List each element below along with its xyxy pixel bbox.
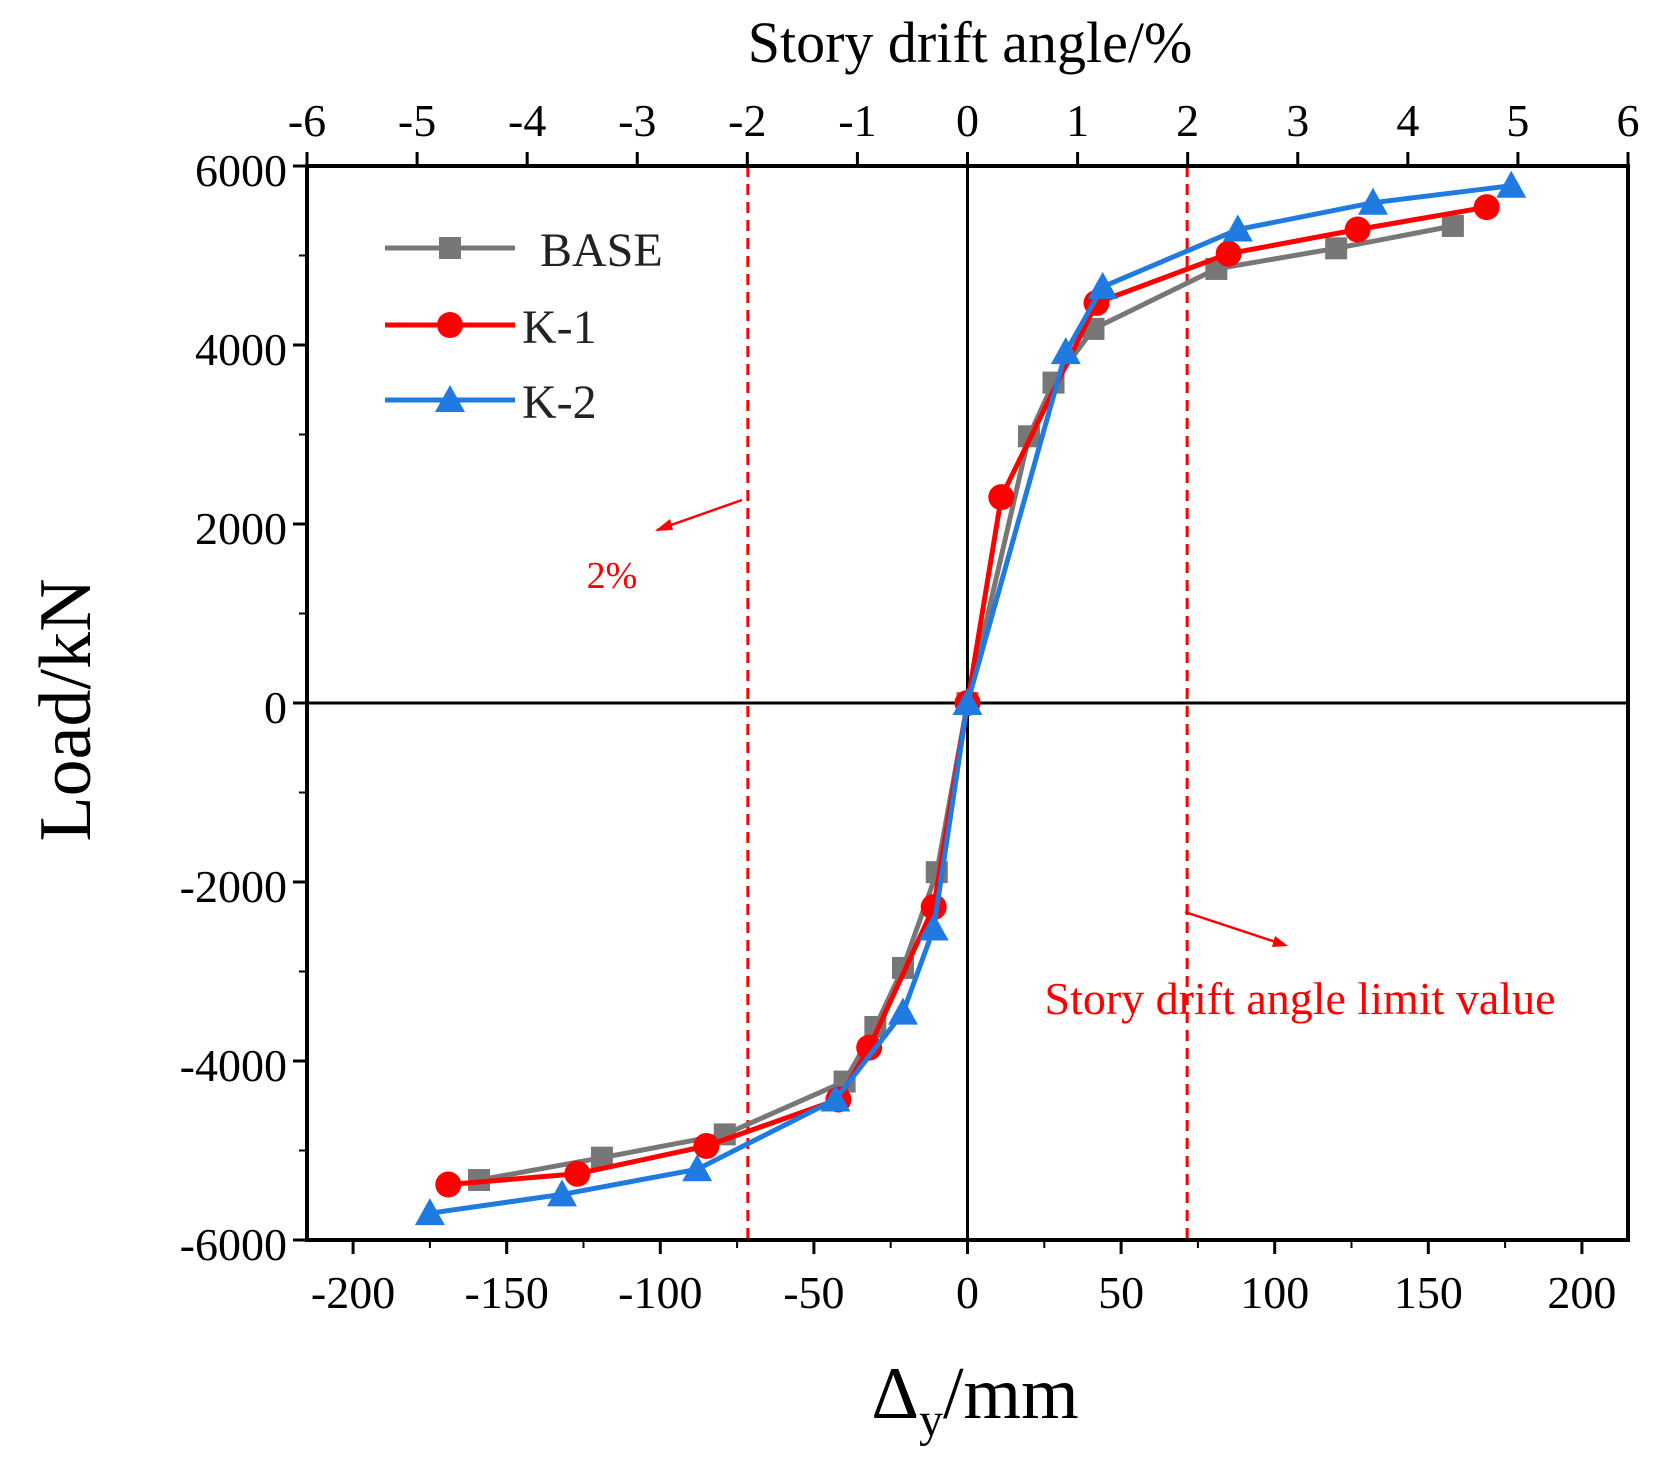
data-point	[988, 484, 1015, 511]
x-tick-label: 100	[1240, 1267, 1309, 1318]
data-point	[435, 1171, 462, 1198]
data-point	[1358, 187, 1389, 215]
series-k2	[414, 170, 1527, 1226]
top-tick-label: 4	[1396, 95, 1419, 146]
top-tick-label: -3	[618, 95, 656, 146]
annotation-2-percent-arrowhead	[655, 519, 673, 531]
top-tick-label: 3	[1286, 95, 1309, 146]
annotation-limit-arrow	[1184, 910, 1286, 947]
x-tick-label: 0	[956, 1267, 979, 1318]
top-tick-label: 5	[1506, 95, 1529, 146]
top-tick-label: -2	[728, 95, 766, 146]
annotation-2-percent: 2%	[587, 498, 743, 597]
x-tick-label: -150	[465, 1267, 549, 1318]
top-tick-label: -1	[838, 95, 876, 146]
data-point	[693, 1133, 720, 1160]
x-axis-title-delta: Δ	[871, 1353, 919, 1435]
y-tick-label: 2000	[195, 503, 287, 554]
bottom-x-axis: -200 -150 -100 -50 0 50 100 150 200	[311, 1240, 1616, 1318]
y-tick-label: -6000	[180, 1219, 287, 1270]
x-tick-label: -100	[618, 1267, 702, 1318]
legend-item-k2: K-2	[385, 376, 597, 429]
data-point	[546, 1179, 577, 1207]
data-point	[887, 997, 918, 1025]
legend-label-k1: K-1	[522, 301, 597, 354]
annotation-2-percent-label: 2%	[587, 555, 638, 597]
data-point	[1050, 337, 1081, 365]
legend-marker-k2	[435, 385, 465, 412]
data-point	[1325, 237, 1348, 260]
x-tick-label: -50	[783, 1267, 844, 1318]
y-tick-label: -2000	[180, 861, 287, 912]
x-axis-title: Δy/mm	[871, 1353, 1078, 1447]
top-tick-label: 2	[1176, 95, 1199, 146]
data-point	[856, 1034, 883, 1061]
top-tick-label: -4	[508, 95, 546, 146]
top-tick-label: 6	[1617, 95, 1640, 146]
data-point	[1496, 170, 1527, 198]
top-axis-title: Story drift angle/%	[748, 10, 1193, 75]
top-tick-label: 1	[1066, 95, 1089, 146]
x-tick-label: 200	[1547, 1267, 1616, 1318]
legend-label-base: BASE	[540, 224, 663, 277]
data-point	[952, 688, 983, 715]
y-tick-label: 0	[264, 682, 287, 733]
y-tick-label: -4000	[180, 1040, 287, 1091]
data-point	[1441, 214, 1464, 237]
y-tick-label: 4000	[195, 324, 287, 375]
legend-item-k1: K-1	[385, 301, 597, 354]
annotation-limit-label: Story drift angle limit value	[1044, 973, 1555, 1024]
x-tick-label: -200	[311, 1267, 395, 1318]
x-axis-title-unit: /mm	[943, 1353, 1079, 1435]
data-point	[820, 1084, 851, 1112]
data-point	[1222, 214, 1253, 242]
legend-marker-k1	[437, 312, 463, 338]
legend-item-base: BASE	[385, 224, 663, 277]
y-tick-label: 6000	[195, 145, 287, 196]
top-tick-label: -5	[398, 95, 436, 146]
annotation-limit-value: Story drift angle limit value	[1044, 910, 1556, 1024]
data-point	[414, 1198, 445, 1226]
y-axis-title: Load/kN	[25, 578, 107, 841]
top-tick-label: 0	[956, 95, 979, 146]
series-layer	[414, 170, 1527, 1226]
left-y-axis: -6000 -4000 -2000 0 2000 4000 6000	[180, 145, 307, 1270]
series-line	[429, 183, 1512, 1216]
top-tick-label: -6	[288, 95, 326, 146]
top-x-axis: -6 -5 -4 -3 -2 -1 0 1 2 3 4 5 6	[288, 95, 1640, 166]
x-axis-title-subscript: y	[919, 1394, 943, 1447]
data-point	[1087, 271, 1118, 299]
data-point	[564, 1160, 591, 1187]
data-point	[590, 1146, 613, 1169]
data-point	[1344, 216, 1371, 243]
legend-marker-base	[439, 237, 461, 259]
legend: BASE K-1 K-2	[385, 224, 663, 429]
legend-label-k2: K-2	[522, 376, 597, 429]
x-tick-label: 150	[1394, 1267, 1463, 1318]
data-point	[682, 1154, 713, 1182]
data-point	[1473, 194, 1500, 221]
x-tick-label: 50	[1098, 1267, 1144, 1318]
annotation-limit-arrowhead	[1272, 936, 1288, 947]
data-point	[1215, 240, 1242, 267]
data-point	[918, 913, 949, 941]
